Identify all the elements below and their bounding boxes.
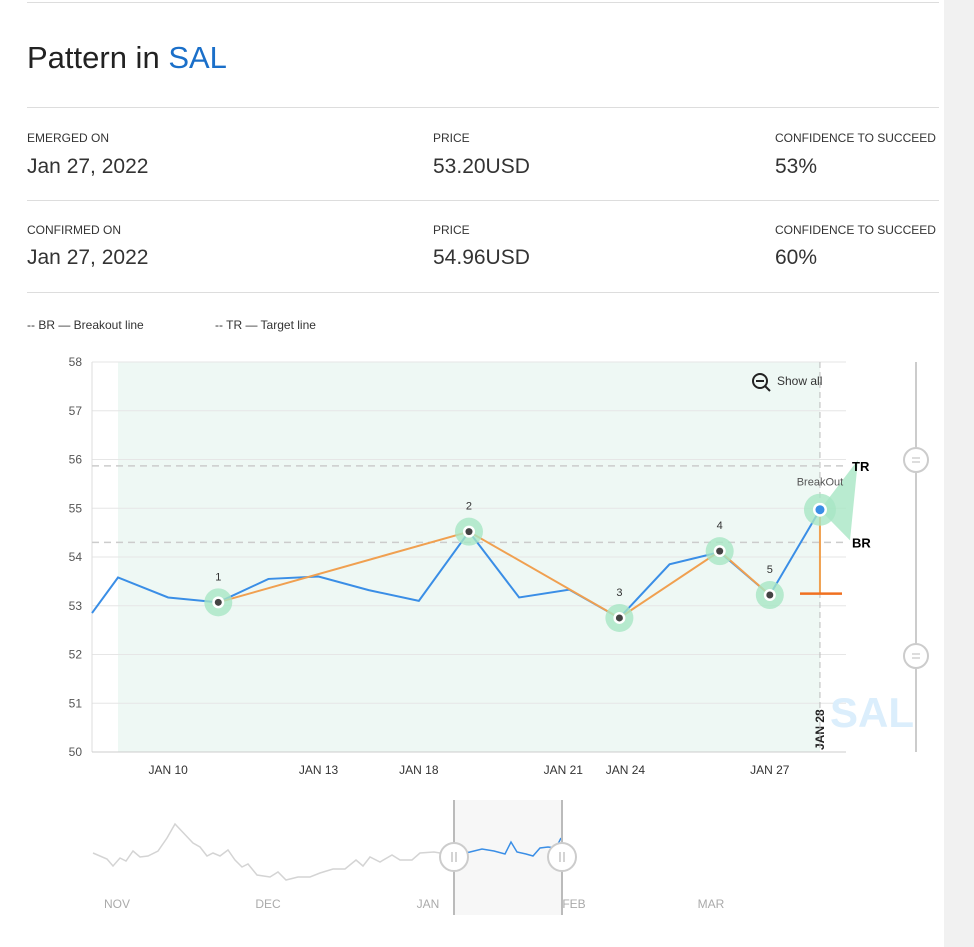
y-tick-label: 55 — [69, 501, 83, 515]
grip-handle-icon[interactable] — [903, 643, 929, 669]
breakout-line-label: BR — [852, 535, 871, 550]
divider — [27, 200, 939, 201]
emerged-price-label: PRICE — [433, 131, 470, 145]
x-tick-label: JAN 18 — [399, 763, 439, 777]
x-tick-label: JAN 21 — [544, 763, 584, 777]
x-tick-label: JAN 27 — [750, 763, 790, 777]
pattern-point — [766, 591, 774, 599]
navigator-label: MAR — [698, 897, 725, 911]
emerged-price: 53.20USD — [433, 155, 530, 178]
pattern-point-label: 4 — [717, 520, 723, 532]
navigator-selection — [454, 800, 562, 915]
legend-target: -- TR — Target line — [215, 318, 316, 332]
navigator-label: DEC — [255, 897, 281, 911]
navigator-selected-line — [455, 837, 562, 857]
page-title: Pattern in SAL — [27, 40, 227, 76]
x-tick-label: JAN 10 — [148, 763, 188, 777]
pattern-point-label: 1 — [215, 571, 221, 583]
emerged-date: Jan 27, 2022 — [27, 155, 149, 178]
pattern-point — [615, 614, 623, 622]
navigator-history-line — [92, 822, 453, 881]
x-tick-label: JAN 28 — [813, 709, 827, 750]
pattern-point — [465, 528, 473, 536]
x-tick-label: JAN 24 — [606, 763, 646, 777]
breakout-label: BreakOut — [797, 477, 843, 489]
x-tick-label: JAN 13 — [299, 763, 339, 777]
navigator-label: NOV — [104, 897, 130, 911]
y-tick-label: 54 — [69, 550, 83, 564]
emerged-conf-label: CONFIDENCE TO SUCCEED — [775, 131, 936, 145]
confirmed-price-label: PRICE — [433, 223, 470, 237]
ticker[interactable]: SAL — [168, 40, 227, 75]
confirmed-conf-label: CONFIDENCE TO SUCCEED — [775, 223, 936, 237]
title-prefix: Pattern in — [27, 40, 169, 75]
target-line-label: TR — [852, 459, 870, 474]
emerged-label: EMERGED ON — [27, 131, 110, 145]
pattern-point — [716, 547, 724, 555]
show-all-button[interactable]: Show all — [777, 374, 822, 388]
y-tick-label: 51 — [69, 696, 83, 710]
confirmed-price: 54.96USD — [433, 246, 530, 269]
navigator-handle[interactable] — [547, 842, 577, 872]
grip-handle-icon[interactable] — [903, 447, 929, 473]
confirmed-conf: 60% — [775, 246, 818, 269]
watermark: SAL — [830, 689, 914, 736]
legend-breakout: -- BR — Breakout line — [27, 318, 144, 332]
zoom-out-icon[interactable] — [752, 373, 768, 389]
y-tick-label: 50 — [69, 745, 83, 759]
emerged-conf: 53% — [775, 155, 818, 178]
scrollbar-track[interactable] — [944, 0, 974, 947]
divider — [27, 292, 939, 293]
confirmed-label: CONFIRMED ON — [27, 223, 121, 237]
pattern-point-label: 3 — [616, 587, 622, 599]
y-tick-label: 53 — [69, 599, 83, 613]
divider — [27, 2, 939, 3]
y-tick-label: 56 — [69, 453, 83, 467]
navigator-label: JAN — [417, 897, 440, 911]
projection-wedge — [819, 459, 858, 541]
pattern-point — [214, 598, 222, 606]
price-line — [91, 509, 821, 620]
y-tick-label: 58 — [69, 355, 83, 369]
pattern-point-label: 5 — [767, 564, 773, 576]
navigator-label: FEB — [562, 897, 585, 911]
confirmed-date: Jan 27, 2022 — [27, 246, 149, 269]
breakout-point — [815, 505, 825, 515]
y-tick-label: 52 — [69, 648, 83, 662]
pattern-point-label: 2 — [466, 501, 472, 513]
zoom-out-icon — [764, 385, 771, 392]
divider — [27, 107, 939, 108]
y-tick-label: 57 — [69, 404, 83, 418]
navigator-handle[interactable] — [439, 842, 469, 872]
